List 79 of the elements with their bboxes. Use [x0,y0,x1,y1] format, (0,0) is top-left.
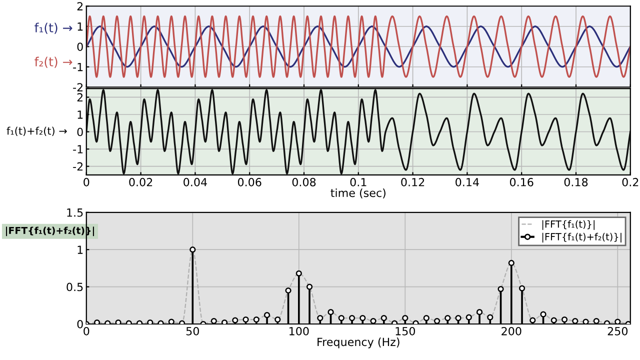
point [360,314,366,322]
y-tick-label: -2 [73,83,83,92]
point [147,319,154,324]
y-tick-label: 1 [78,110,83,119]
y-axis-title: f₁(t)+f₂(t) → [6,126,67,136]
x-tick-label: 100 [290,326,309,336]
point [264,312,270,318]
y-tick-label: 0 [77,128,83,136]
y-tick-label: 0 [77,42,83,51]
x-tick-label: 0 [84,326,90,336]
point [348,314,356,322]
point [221,319,228,324]
y-tick-label: 2 [77,2,83,10]
point [253,316,260,323]
x-tick-label: 0.2 [622,178,638,186]
point [466,314,472,320]
x-tick-label: 50 [186,326,199,336]
x-tick-label: 0.04 [184,178,207,186]
x-tick-label: 0.16 [510,178,534,186]
x-axis-title: time (sec) [330,188,386,198]
point [380,314,387,322]
point [115,319,122,324]
point [614,318,621,324]
point [274,316,281,323]
x-tick-label: 0.08 [292,178,316,186]
point [423,314,430,322]
y-tick-label: 1 [78,246,83,254]
point [190,246,196,253]
point [94,319,100,324]
point [550,317,557,324]
point [582,318,589,324]
y-tick-label: 1.5 [67,208,83,217]
x-axis-title: Frequency (Hz) [318,338,400,348]
x-tick-label: 0.14 [456,178,479,186]
point [285,287,292,294]
x-tick-label: 200 [502,326,522,336]
point [540,311,546,318]
point [444,314,451,322]
point [487,314,494,320]
y-tick-label: -1 [73,145,83,154]
point [530,317,536,324]
point [434,318,440,324]
point [593,318,600,324]
point [508,260,514,266]
point [232,317,238,324]
point [476,309,483,316]
point [455,314,462,322]
point [168,318,174,324]
x-tick-label: 0.18 [564,178,588,186]
x-tick-label: 0.06 [238,178,262,186]
x-tick-label: 250 [608,326,628,336]
legend-label: |FFT{f₁(t)}| [542,220,595,230]
y-tick-label: 0.5 [66,282,83,292]
legend-label: |FFT{f₁(t)+f₂(t)}| [542,232,622,243]
y-tick-label: 1 [78,22,83,31]
point [210,318,217,324]
y-tick-label: -1 [73,62,83,72]
series-label: f₂(t) → [34,56,72,68]
point [498,286,504,292]
point [338,314,344,322]
x-tick-label: 150 [396,326,416,336]
point [518,285,526,292]
series-label: f₁(t) → [34,22,72,34]
x-tick-label: 0.1 [350,178,366,186]
point [317,314,324,322]
y-tick-label: -2 [73,162,83,171]
point [402,314,408,322]
point [306,284,313,290]
point [328,309,334,316]
x-tick-label: 0.12 [401,178,424,186]
x-tick-label: 0 [84,178,90,186]
x-tick-label: 0.02 [129,178,152,186]
point [242,316,249,323]
point [561,316,568,323]
point [370,318,376,324]
point [572,318,578,324]
point [296,270,302,276]
y-tick-label: 0 [77,320,83,328]
y-tick-label: 2 [77,93,83,102]
